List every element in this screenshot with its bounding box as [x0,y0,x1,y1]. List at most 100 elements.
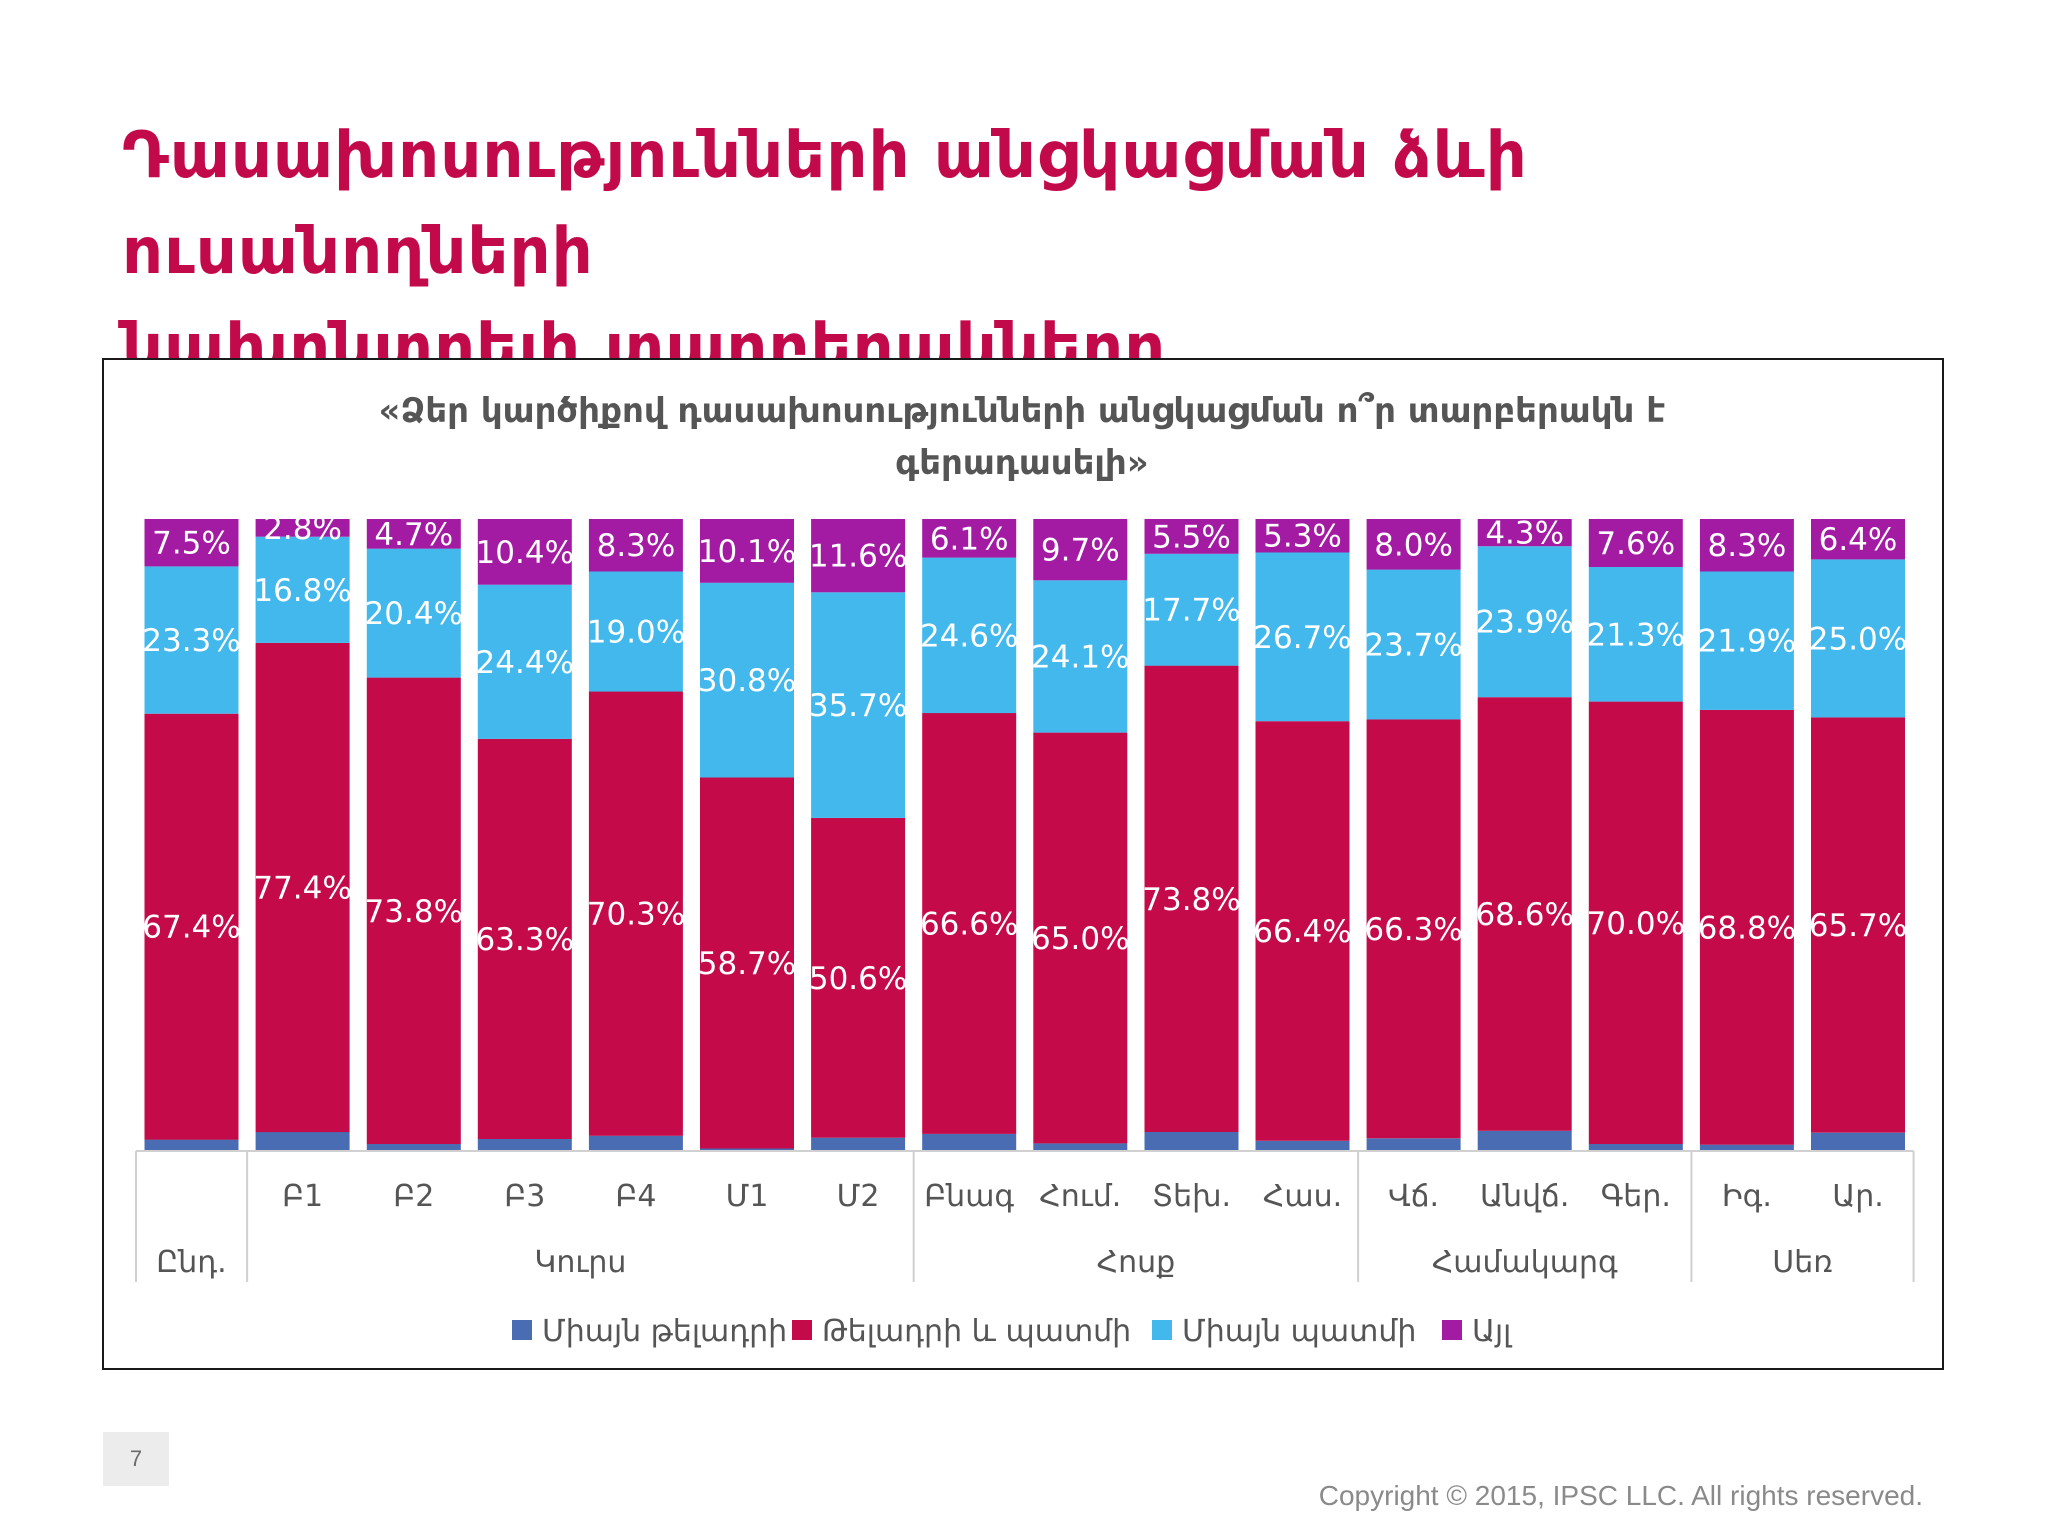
bar-segment-13-series-3 [1477,546,1572,698]
bar-segment-5-series-2 [588,691,683,1136]
bar-segment-13-series-1 [1477,1130,1572,1151]
bar-segment-15-series-3 [1699,571,1794,710]
data-label-9-series-2: 65.0% [1031,921,1129,957]
bar-segment-9-series-4 [1033,519,1128,581]
category-label-16: Ար. [1832,1179,1884,1214]
legend-label-3: Միայն պատմի [1182,1314,1416,1349]
stacked-bar-chart: «Ձեր կարծիքով դասախոսությունների անցկացմ… [135,391,1915,1349]
category-label-3: Բ2 [393,1179,434,1214]
bar-segment-9-series-2 [1033,732,1128,1144]
legend-swatch-4 [1442,1320,1462,1340]
bar-segment-3-series-3 [366,548,461,678]
data-label-12-series-2: 66.3% [1364,912,1462,948]
data-label-4-series-4: 10.4% [476,535,574,571]
bar-segment-15-series-4 [1699,519,1794,572]
bar-segment-1-series-2 [144,713,239,1140]
bar-segment-4-series-1 [477,1139,572,1151]
bar-segment-12-series-2 [1366,719,1461,1139]
bar-segment-7-series-3 [811,592,906,818]
data-label-1-series-4: 7.5% [152,526,231,562]
bar-segment-3-series-2 [366,677,461,1144]
bar-segment-10-series-3 [1144,553,1239,666]
bar-segment-16-series-1 [1811,1132,1905,1151]
category-label-15: Իգ. [1722,1179,1772,1214]
data-label-6-series-4: 10.1% [698,534,796,570]
legend-swatch-1 [512,1320,532,1340]
bar-segment-3-series-4 [366,519,461,549]
data-label-15-series-3: 21.9% [1698,624,1796,660]
legend-label-4: Այլ [1472,1314,1513,1349]
bar-segment-11-series-1 [1255,1140,1350,1151]
chart-title-line-1: «Ձեր կարծիքով դասախոսությունների անցկացմ… [379,391,1666,431]
data-label-5-series-2: 70.3% [587,897,685,933]
bar-segment-2-series-4 [255,519,350,537]
legend-label-2: Թելադրի և պատմի [822,1314,1131,1349]
category-label-8: Բնագ [924,1179,1014,1214]
bar-segment-15-series-1 [1699,1144,1794,1151]
data-label-14-series-2: 70.0% [1587,906,1685,942]
data-label-16-series-4: 6.4% [1819,522,1898,558]
category-label-5: Բ4 [615,1179,656,1214]
data-label-1-series-3: 23.3% [142,623,240,659]
bar-segment-16-series-4 [1811,519,1905,560]
data-label-16-series-2: 65.7% [1809,908,1907,944]
data-label-14-series-4: 7.6% [1596,526,1675,562]
bar-segment-8-series-4 [922,519,1017,558]
bar-segment-11-series-2 [1255,721,1350,1141]
legend-swatch-3 [1152,1320,1172,1340]
bar-segment-14-series-1 [1588,1144,1683,1151]
bar-segment-14-series-2 [1588,701,1683,1144]
data-label-4-series-2: 63.3% [476,922,574,958]
group-label-2: Կուրս [534,1245,626,1280]
legend-swatch-2 [792,1320,812,1340]
bar-segment-1-series-3 [144,566,239,714]
bar-segment-13-series-4 [1477,519,1572,547]
category-label-12: Վճ. [1388,1179,1439,1214]
data-label-5-series-4: 8.3% [597,528,676,564]
legend-label-1: Միայն թելադրի [542,1314,787,1349]
data-label-8-series-4: 6.1% [930,521,1009,557]
bar-segment-11-series-3 [1255,552,1350,722]
data-label-10-series-3: 17.7% [1142,593,1240,629]
bar-segment-4-series-2 [477,738,572,1139]
data-label-11-series-3: 26.7% [1253,620,1351,656]
bar-segment-10-series-1 [1144,1132,1239,1151]
data-label-15-series-2: 68.8% [1698,910,1796,946]
bar-segment-6-series-2 [700,777,794,1149]
data-label-7-series-4: 11.6% [809,539,907,575]
data-label-13-series-4: 4.3% [1485,516,1564,552]
data-label-6-series-2: 58.7% [698,946,796,982]
data-label-7-series-2: 50.6% [809,961,907,997]
bar-segment-12-series-1 [1366,1138,1461,1151]
bar-segment-1-series-4 [144,519,239,567]
bar-segment-6-series-1 [700,1148,794,1151]
data-label-11-series-2: 66.4% [1253,914,1351,950]
bar-segment-1-series-1 [144,1139,239,1151]
data-label-12-series-3: 23.7% [1364,628,1462,664]
bar-segment-8-series-2 [922,713,1017,1134]
data-label-3-series-2: 73.8% [365,894,463,930]
category-label-13: Անվճ. [1480,1179,1569,1214]
data-label-11-series-4: 5.3% [1263,519,1342,555]
data-label-8-series-2: 66.6% [920,907,1018,943]
group-label-4: Համակարգ [1432,1245,1618,1280]
data-label-14-series-3: 21.3% [1587,617,1685,653]
bar-segment-5-series-1 [588,1135,683,1151]
category-label-9: Հում. [1039,1179,1121,1214]
data-label-3-series-4: 4.7% [374,517,453,553]
bar-segment-11-series-4 [1255,519,1350,553]
bar-segment-8-series-3 [922,557,1017,714]
category-label-11: Հաս. [1263,1179,1342,1214]
data-label-15-series-4: 8.3% [1708,528,1787,564]
bar-segment-4-series-3 [477,584,572,739]
group-label-1: Ընդ. [156,1245,226,1280]
chart-title-line-2: գերադասելի» [895,443,1148,483]
group-label-3: Հոսք [1097,1245,1176,1280]
bar-segment-16-series-3 [1811,559,1905,718]
data-label-12-series-4: 8.0% [1374,527,1453,563]
group-label-5: Սեռ [1772,1245,1832,1280]
bar-segment-8-series-1 [922,1133,1017,1151]
data-label-9-series-3: 24.1% [1031,640,1129,676]
bar-segment-13-series-2 [1477,697,1572,1131]
slide-title: Դասախոսությունների անցկացման ձևի ուսանող… [122,108,1922,396]
